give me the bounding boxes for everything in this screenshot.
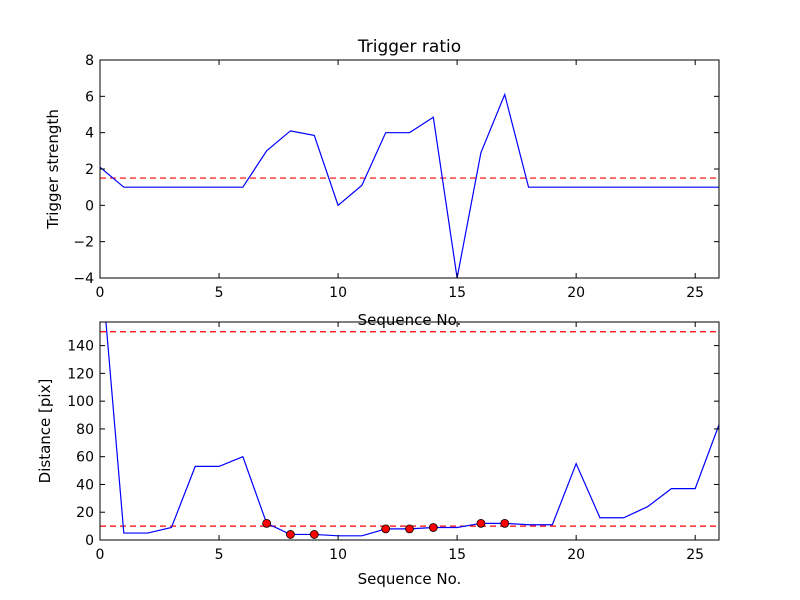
top-chart-x-tick-label: 10 bbox=[329, 285, 347, 301]
top-chart-x-tick-label: 15 bbox=[448, 285, 466, 301]
bottom-chart-frame bbox=[99, 321, 720, 541]
bottom-chart: Sequence No. Distance [pix] 0 5 10 15 20 25 0 2… bbox=[36, 321, 720, 588]
bottom-chart-marker-point bbox=[476, 518, 486, 528]
bottom-chart-series-line bbox=[105, 322, 719, 537]
bottom-chart-y-tick-label: 0 bbox=[85, 533, 94, 549]
top-chart: Trigger ratio Sequence No. Trigger stren… bbox=[44, 37, 720, 329]
top-chart-title: Trigger ratio bbox=[357, 37, 461, 57]
top-chart-y-tick-label: −4 bbox=[73, 271, 94, 287]
bottom-chart-y-tick-label: 120 bbox=[67, 366, 94, 382]
bottom-chart-x-tick-label: 20 bbox=[567, 547, 585, 563]
top-chart-y-tick-label: 2 bbox=[85, 162, 94, 178]
bottom-chart-marker-point bbox=[309, 530, 319, 539]
top-chart-x-tick-label: 0 bbox=[96, 285, 105, 301]
bottom-chart-marker-point bbox=[500, 518, 510, 528]
top-chart-y-axis-label: Trigger strength bbox=[44, 109, 62, 230]
bottom-chart-y-tick-label: 80 bbox=[76, 422, 94, 438]
top-chart-y-tick-label: 8 bbox=[85, 53, 94, 69]
top-chart-series-line bbox=[100, 92, 719, 278]
top-chart-frame bbox=[99, 59, 720, 279]
bottom-chart-x-tick-label: 15 bbox=[448, 547, 466, 563]
top-chart-x-tick-label: 20 bbox=[567, 285, 585, 301]
bottom-chart-marker-point bbox=[428, 523, 438, 532]
bottom-chart-y-tick-label: 60 bbox=[76, 450, 94, 466]
bottom-chart-marker-point bbox=[381, 524, 391, 534]
bottom-chart-y-tick-label: 140 bbox=[67, 339, 94, 355]
top-chart-y-tick-label: 0 bbox=[85, 198, 94, 214]
bottom-chart-marker-point bbox=[405, 524, 414, 534]
bottom-chart-y-tick-label: 100 bbox=[67, 394, 94, 410]
bottom-chart-x-tick-label: 10 bbox=[329, 547, 347, 563]
top-chart-y-tick-label: 4 bbox=[85, 126, 94, 142]
bottom-chart-marker-point bbox=[286, 530, 295, 539]
bottom-chart-y-tick-label: 20 bbox=[76, 505, 94, 521]
bottom-chart-marker-point bbox=[262, 518, 272, 528]
bottom-chart-x-axis-label: Sequence No. bbox=[358, 570, 462, 588]
top-chart-plot-area bbox=[100, 92, 719, 278]
top-chart-x-tick-label: 5 bbox=[215, 285, 224, 301]
top-chart-x-axis-label: Sequence No. bbox=[358, 311, 462, 329]
top-chart-y-tick-label: −2 bbox=[73, 235, 94, 251]
bottom-chart-y-tick-label: 40 bbox=[76, 477, 94, 493]
top-chart-x-tick-label: 25 bbox=[686, 285, 704, 301]
bottom-chart-x-tick-label: 25 bbox=[686, 547, 704, 563]
bottom-chart-x-tick-label: 0 bbox=[96, 547, 105, 563]
top-chart-y-tick-label: 6 bbox=[85, 89, 94, 105]
bottom-chart-plot-area bbox=[100, 322, 719, 537]
bottom-chart-x-tick-label: 5 bbox=[215, 547, 224, 563]
bottom-chart-y-axis-label: Distance [pix] bbox=[36, 379, 54, 484]
